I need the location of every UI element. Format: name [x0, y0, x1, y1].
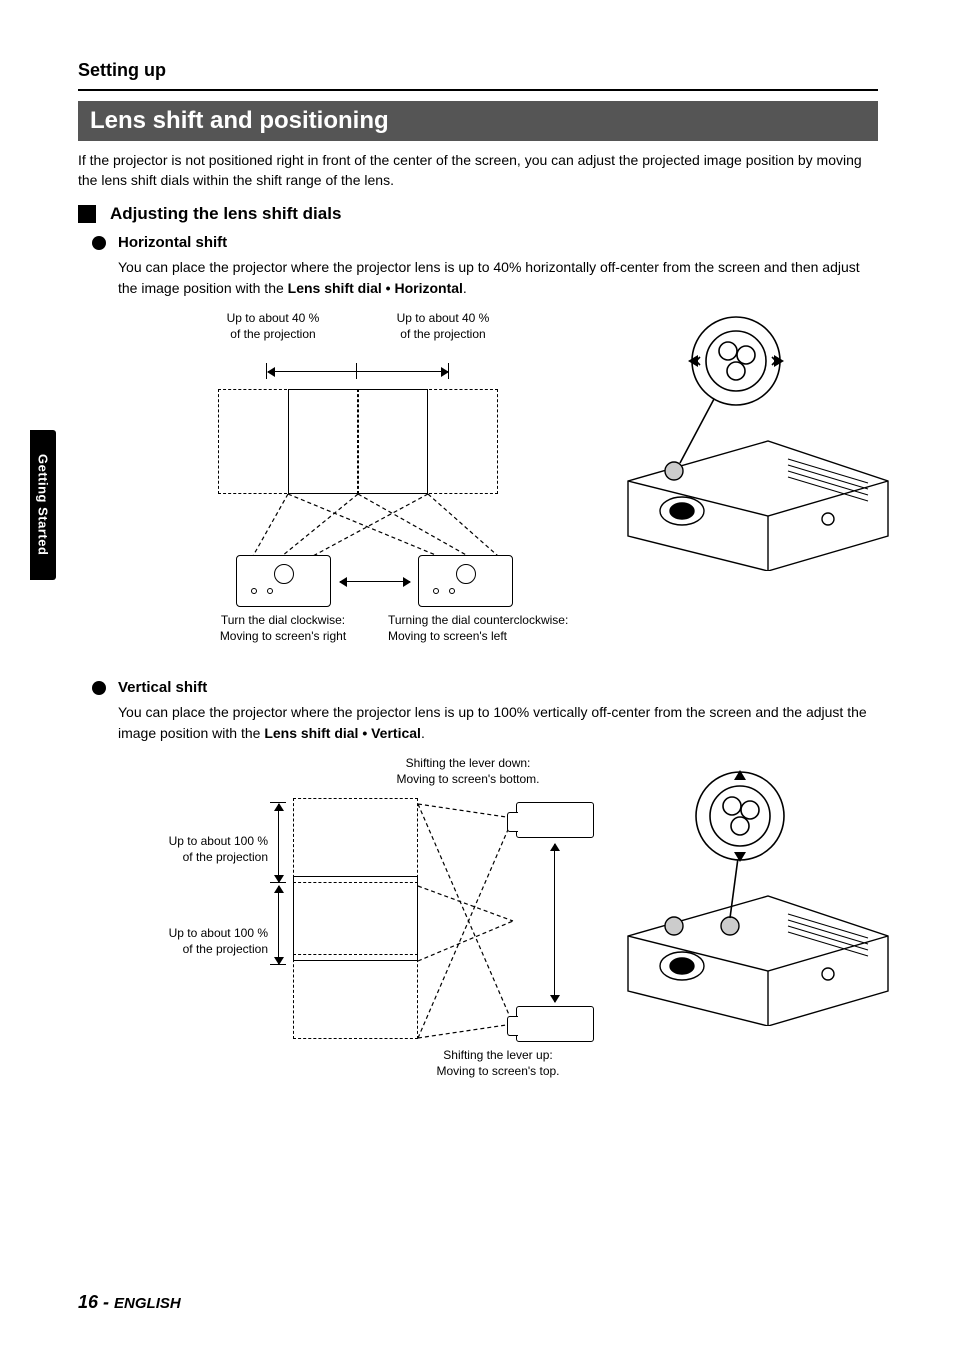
cap-bot-b: Moving to screen's top. [436, 1064, 559, 1078]
heading-vertical-shift: Vertical shift [118, 679, 207, 696]
cap-right-a: Turning the dial counterclockwise: [388, 613, 568, 627]
cap-bot-a: Shifting the lever up: [443, 1048, 552, 1062]
projector-front-left [236, 555, 331, 607]
caption-clockwise: Turn the dial clockwise: Moving to scree… [178, 613, 388, 644]
projector-iso-vertical [618, 766, 898, 1031]
dot-bullet-icon [92, 681, 106, 695]
projector-front-right [418, 555, 513, 607]
projection-lines-icon [118, 311, 598, 611]
footer-e: E [114, 1295, 124, 1312]
move-arrow-vertical-icon [554, 844, 555, 1002]
dot-bullet-icon [92, 236, 106, 250]
intro-paragraph: If the projector is not positioned right… [78, 151, 878, 190]
horiz-para-a: You can place the projector where the pr… [118, 259, 860, 296]
projector-iso-horizontal [618, 311, 898, 576]
page-number: 16 [78, 1292, 98, 1312]
cap-left-a: Turn the dial clockwise: [221, 613, 345, 627]
cap-left-b: Moving to screen's right [220, 629, 346, 643]
section-header: Setting up [78, 60, 878, 81]
caption-counterclockwise: Turning the dial counterclockwise: Movin… [388, 613, 618, 644]
vert-para-bold: Lens shift dial • Vertical [264, 725, 421, 741]
horiz-para-bold: Lens shift dial • Horizontal [288, 280, 463, 296]
vert-para-a: You can place the projector where the pr… [118, 704, 867, 741]
footer-lang: NGLISH [124, 1295, 181, 1312]
horizontal-shift-diagram: Up to about 40 %of the projection Up to … [118, 311, 878, 651]
heading-horizontal-shift: Horizontal shift [118, 234, 227, 251]
vertical-shift-paragraph: You can place the projector where the pr… [118, 702, 878, 744]
move-arrow-icon [340, 581, 410, 582]
topic-band: Lens shift and positioning [78, 101, 878, 141]
horiz-para-b: . [463, 280, 467, 296]
horizontal-shift-paragraph: You can place the projector where the pr… [118, 257, 878, 299]
footer-dash: - [98, 1292, 114, 1312]
square-bullet-icon [78, 205, 96, 223]
heading-adjusting: Adjusting the lens shift dials [110, 204, 341, 224]
page-footer: 16 - ENGLISH [78, 1292, 181, 1313]
vert-para-b: . [421, 725, 425, 741]
cap-right-b: Moving to screen's left [388, 629, 507, 643]
header-rule [78, 89, 878, 91]
vertical-shift-diagram: Shifting the lever down: Moving to scree… [118, 756, 878, 1096]
projector-side-top [516, 802, 594, 838]
caption-lever-up: Shifting the lever up: Moving to screen'… [398, 1048, 598, 1079]
projector-side-bottom [516, 1006, 594, 1042]
side-tab-getting-started: Getting Started [30, 430, 56, 580]
